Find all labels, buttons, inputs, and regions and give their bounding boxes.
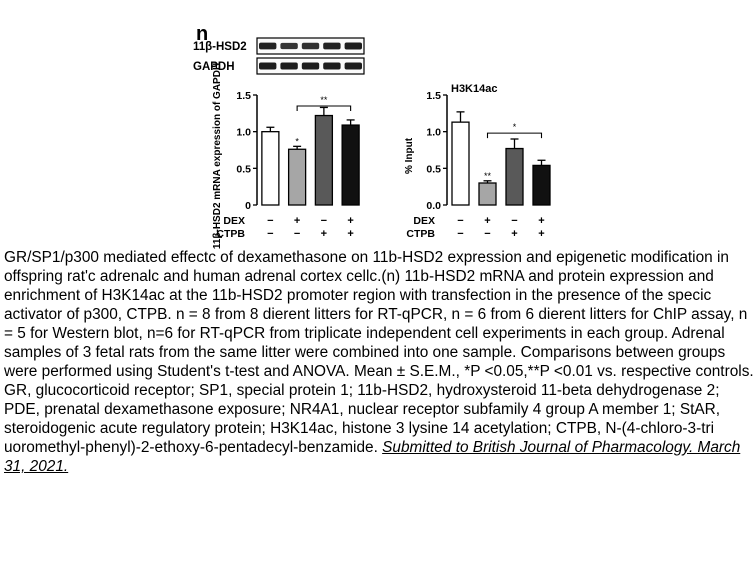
y-tick-label: 1.0 (426, 127, 441, 139)
y-tick-label: 0.5 (236, 163, 251, 175)
caption-citation: Submitted to British Journal of Pharmaco… (4, 439, 741, 475)
bar (478, 182, 497, 206)
condition-sign: + (294, 215, 300, 227)
blot-band (344, 42, 362, 50)
figure-caption: GR/SP1/p300 mediated effectc of dexameth… (4, 248, 756, 476)
y-tick-label: 0.5 (426, 163, 441, 175)
condition-sign: + (347, 215, 353, 227)
condition-label: DEX (413, 215, 435, 227)
y-tick-label: 1.5 (236, 90, 251, 102)
y-tick-label: 0.0 (426, 200, 441, 212)
condition-sign: + (347, 228, 353, 240)
condition-sign: − (267, 215, 273, 227)
condition-sign: − (267, 228, 273, 240)
figure-panel: n 11β-HSD2 GAPDH 0 0.5 1.0 1.5 11β-HSD2 mRNA … (0, 0, 756, 250)
western-blot: 11β-HSD2 GAPDH (193, 37, 365, 75)
blot-row-label: GAPDH (193, 61, 235, 73)
y-axis-label: % Input (404, 137, 415, 174)
significance-mark: ** (484, 171, 492, 181)
blot-band (301, 62, 320, 70)
significance-bracket (486, 132, 543, 139)
y-tick-label: 0 (245, 200, 251, 212)
bar (314, 114, 334, 206)
chart-title: H3K14ac (451, 83, 497, 95)
condition-sign: − (294, 228, 300, 240)
caption-text: GR/SP1/p300 mediated effectc of dexameth… (4, 249, 754, 456)
bar (341, 124, 360, 206)
bar (505, 147, 524, 206)
figure-svg: n 11β-HSD2 GAPDH 0 0.5 1.0 1.5 11β-HSD2 mRNA … (193, 23, 551, 249)
significance-mark: * (295, 136, 299, 146)
bracket-label: ** (320, 95, 328, 105)
condition-sign: + (484, 215, 490, 227)
chart-mrna-expression: 0 0.5 1.0 1.5 11β-HSD2 mRNA expression of GA… (212, 63, 360, 249)
y-axis-label: 11β-HSD2 mRNA expression of GAPDH (212, 63, 223, 249)
blot-band (323, 42, 341, 50)
blot-band (344, 62, 362, 70)
blot-band (280, 62, 298, 70)
condition-sign: + (538, 215, 544, 227)
blot-row-label: 11β-HSD2 (193, 41, 247, 53)
bracket-label: * (513, 122, 517, 132)
condition-sign: − (457, 228, 463, 240)
condition-sign: − (484, 228, 490, 240)
condition-label: DEX (223, 215, 245, 227)
bar (451, 121, 470, 206)
panel-label: n (196, 23, 208, 45)
condition-sign: − (511, 215, 517, 227)
blot-band (259, 62, 277, 70)
condition-sign: + (321, 228, 327, 240)
bar (532, 164, 551, 206)
condition-sign: + (538, 228, 544, 240)
y-tick-label: 1.5 (426, 90, 441, 102)
significance-bracket (296, 105, 352, 111)
blot-band (259, 42, 277, 50)
bar (287, 148, 307, 206)
blot-band (323, 62, 341, 70)
y-tick-label: 1.0 (236, 127, 251, 139)
condition-sign: − (457, 215, 463, 227)
condition-sign: + (511, 228, 517, 240)
bar (261, 131, 280, 206)
condition-label: CTPB (406, 228, 435, 240)
blot-band (280, 42, 298, 50)
blot-band (301, 42, 320, 50)
condition-sign: − (321, 215, 327, 227)
condition-label: CTPB (216, 228, 245, 240)
